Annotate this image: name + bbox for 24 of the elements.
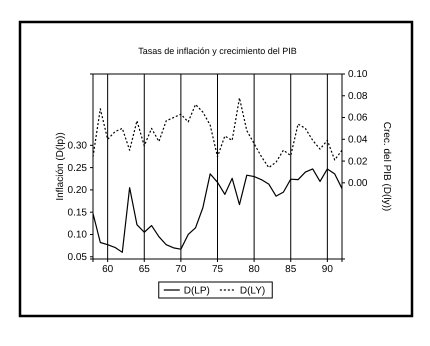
x-tick-label: 65 bbox=[138, 264, 150, 276]
x-tick-label: 80 bbox=[248, 264, 260, 276]
x-tick-label: 85 bbox=[285, 264, 297, 276]
x-tick-label: 90 bbox=[322, 264, 334, 276]
legend-label: D(LP) bbox=[184, 286, 210, 296]
y2-axis-title: Crec. del PIB (D(ly)) bbox=[381, 122, 392, 212]
y2-tick-label: 0.08 bbox=[348, 90, 368, 102]
legend-label: D(LY) bbox=[240, 286, 266, 296]
y-tick-label: 0.05 bbox=[68, 252, 88, 263]
y-tick-label: 0.20 bbox=[68, 185, 88, 196]
x-tick-label: 60 bbox=[102, 264, 114, 276]
y2-tick-label: 0.02 bbox=[348, 156, 368, 168]
x-tick-label: 75 bbox=[212, 264, 224, 276]
y2-tick-label: 0.00 bbox=[348, 178, 368, 190]
y-tick-label: 0.25 bbox=[68, 162, 88, 174]
y-tick-label: 0.15 bbox=[68, 207, 88, 218]
y2-tick-label: 0.04 bbox=[348, 134, 368, 146]
y-axis-title: Inflación (D(lp)) bbox=[55, 132, 66, 201]
chart-title: Tasas de inflación y crecimiento del PIB bbox=[138, 46, 297, 56]
y-tick-label: 0.10 bbox=[68, 230, 88, 241]
y2-tick-label: 0.06 bbox=[348, 112, 368, 124]
x-tick-label: 70 bbox=[175, 264, 187, 276]
y2-tick-label: 0.10 bbox=[348, 69, 368, 80]
y-tick-label: 0.30 bbox=[68, 140, 88, 152]
